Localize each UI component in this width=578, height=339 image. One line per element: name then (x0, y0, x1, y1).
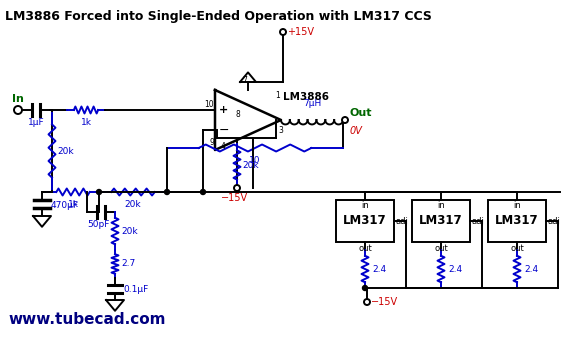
Text: −15V: −15V (371, 297, 398, 307)
Text: 1k: 1k (68, 200, 79, 209)
Text: LM317: LM317 (495, 215, 539, 227)
Text: 2.4: 2.4 (524, 264, 538, 274)
Bar (336, 200, 394, 242)
Text: 1: 1 (275, 91, 280, 100)
Text: adj: adj (395, 217, 408, 225)
Text: 2.7: 2.7 (121, 259, 135, 268)
Circle shape (14, 106, 22, 114)
Bar (488, 200, 546, 242)
Text: 1μF: 1μF (28, 118, 45, 127)
Circle shape (234, 185, 240, 191)
Text: 8: 8 (235, 110, 240, 119)
Circle shape (165, 190, 169, 195)
Text: adj: adj (471, 217, 484, 225)
Text: 20k: 20k (242, 160, 258, 170)
Circle shape (342, 117, 348, 123)
Text: LM317: LM317 (419, 215, 463, 227)
Text: Out: Out (350, 108, 372, 118)
Text: 3: 3 (278, 126, 283, 135)
Text: 20k: 20k (125, 200, 141, 209)
Text: LM3886 Forced into Single-Ended Operation with LM317 CCS: LM3886 Forced into Single-Ended Operatio… (5, 10, 432, 23)
Text: 1k: 1k (80, 118, 91, 127)
Text: +: + (219, 105, 228, 115)
Text: LM3886: LM3886 (283, 92, 329, 102)
Circle shape (280, 29, 286, 35)
Text: 7: 7 (242, 76, 247, 85)
Text: 0V: 0V (350, 126, 363, 136)
Text: 20k: 20k (121, 226, 138, 236)
Circle shape (201, 190, 206, 195)
Circle shape (362, 285, 368, 291)
Text: out: out (434, 244, 448, 253)
Text: LM317: LM317 (343, 215, 387, 227)
Bar (412, 200, 470, 242)
Text: in: in (513, 201, 521, 210)
Circle shape (97, 190, 102, 195)
Text: In: In (12, 94, 24, 104)
Text: 7μH: 7μH (303, 99, 321, 108)
Circle shape (364, 299, 370, 305)
Text: 50pF: 50pF (87, 220, 109, 229)
Text: 10: 10 (249, 156, 261, 165)
Text: −15V: −15V (221, 193, 249, 203)
Text: in: in (437, 201, 445, 210)
Text: 9: 9 (209, 138, 214, 147)
Text: out: out (358, 244, 372, 253)
Text: in: in (361, 201, 369, 210)
Text: 470μF: 470μF (51, 200, 79, 210)
Text: www.tubecad.com: www.tubecad.com (8, 312, 165, 327)
Text: 0.1μF: 0.1μF (123, 284, 148, 294)
Text: −: − (219, 123, 229, 137)
Text: +15V: +15V (287, 27, 314, 37)
Text: 2.4: 2.4 (372, 264, 386, 274)
Text: adj: adj (547, 217, 560, 225)
Text: 10: 10 (205, 100, 214, 109)
Text: out: out (510, 244, 524, 253)
Text: 20k: 20k (57, 146, 73, 156)
Text: 4: 4 (221, 142, 226, 151)
Text: 2.4: 2.4 (448, 264, 462, 274)
